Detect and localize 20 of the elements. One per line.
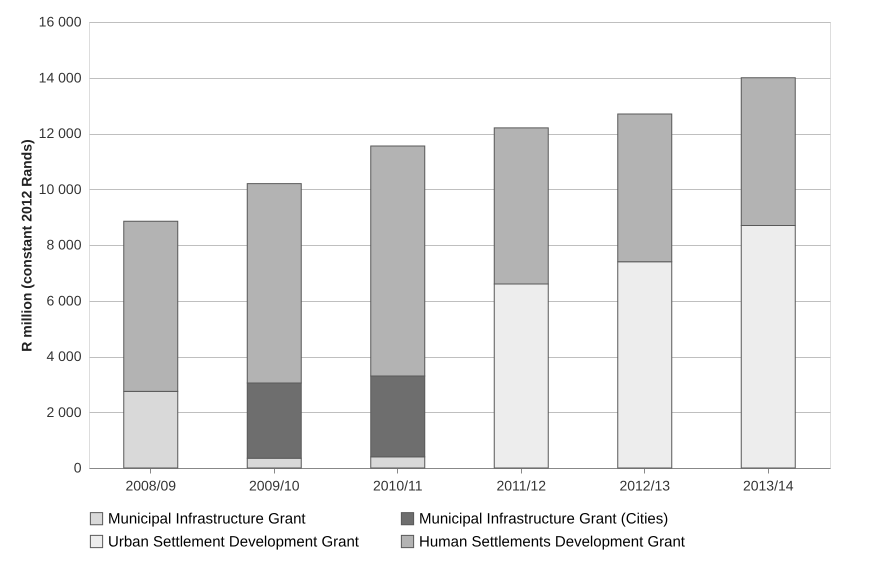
legend-label: Municipal Infrastructure Grant (Cities) [419, 510, 668, 528]
y-tick-label: 4 000 [46, 348, 82, 364]
y-tick-label: 0 [74, 460, 82, 476]
y-axis-title: R million (constant 2012 Rands) [18, 139, 35, 352]
y-tick-label: 16 000 [38, 14, 82, 30]
x-tick-label: 2013/14 [742, 478, 794, 494]
y-tick-label: 14 000 [38, 69, 82, 86]
x-tick-label: 2011/12 [496, 478, 546, 494]
x-tick-label: 2009/10 [248, 478, 300, 494]
legend-label: Human Settlements Development Grant [419, 534, 686, 550]
x-tick-label: 2012/13 [619, 478, 670, 494]
legend-label: Municipal Infrastructure Grant [108, 510, 306, 528]
y-tick-label: 10 000 [38, 180, 82, 197]
y-tick-label: 2 000 [46, 404, 82, 420]
y-tick-label: 8 000 [46, 236, 82, 252]
x-tick-label: 2010/11 [372, 478, 423, 494]
legend-label: Urban Settlement Development Grant [108, 534, 360, 550]
x-tick-label: 2008/09 [125, 478, 176, 494]
y-tick-label: 6 000 [46, 292, 82, 308]
y-tick-label: 12 000 [38, 125, 82, 141]
